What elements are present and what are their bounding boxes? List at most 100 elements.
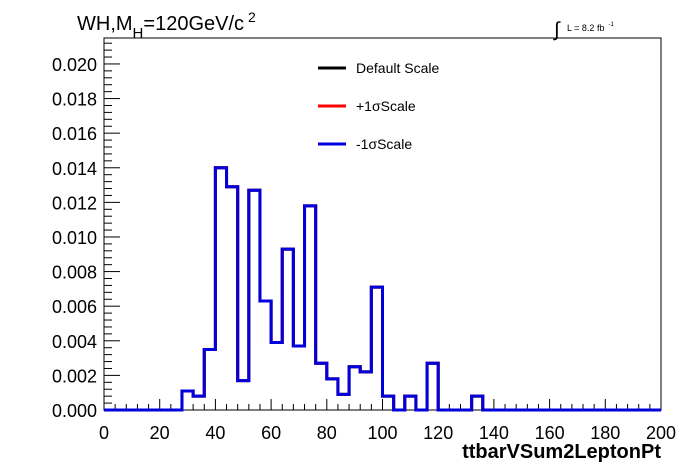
x-tick-label: 80 <box>317 423 337 443</box>
y-axis: 0.000 0.002 0.004 0.006 0.008 0.010 0.012 0.014… <box>52 42 120 421</box>
bin-mark <box>316 363 327 410</box>
bin-mark <box>427 363 438 410</box>
y-tick-label: 0.002 <box>52 366 97 386</box>
bin-mark <box>215 168 226 410</box>
y-tick-label: 0.008 <box>52 263 97 283</box>
bin-mark <box>405 396 416 410</box>
bin-mark <box>238 381 249 410</box>
bin-mark <box>349 367 360 410</box>
bin-mark <box>193 396 204 410</box>
bin-mark <box>293 346 304 410</box>
bin-mark <box>271 343 282 410</box>
bin-mark <box>383 396 394 410</box>
chart-title: WH,MH=120GeV/c 2 <box>77 9 256 42</box>
bin-mark <box>349 367 360 410</box>
lumi-integral: ∫ <box>553 19 561 41</box>
bin-mark <box>271 343 282 410</box>
series-2 <box>104 166 661 412</box>
y-tick-label: 0.006 <box>52 297 97 317</box>
bin-mark <box>338 394 349 410</box>
title-part-sup: 2 <box>248 9 256 25</box>
bin-mark <box>427 363 438 410</box>
x-tick-label: 100 <box>367 423 397 443</box>
legend-label: -1σScale <box>356 136 412 152</box>
bin-mark <box>182 391 193 410</box>
bin-mark <box>360 372 371 410</box>
bin-mark <box>227 187 238 410</box>
bin-mark <box>427 363 438 410</box>
legend: Default Scale +1σScale -1σScale <box>318 60 439 152</box>
bin-mark <box>405 396 416 410</box>
bin-mark <box>193 396 204 410</box>
y-tick-label: 0.020 <box>52 55 97 75</box>
bin-mark <box>204 349 215 410</box>
bin-mark <box>249 190 260 410</box>
x-tick-label: 180 <box>590 423 620 443</box>
legend-label: Default Scale <box>356 60 439 76</box>
y-tick-label: 0.016 <box>52 124 97 144</box>
bin-mark <box>371 287 382 410</box>
y-tick-label: 0.000 <box>52 401 97 421</box>
bin-mark <box>238 381 249 410</box>
bin-mark <box>338 394 349 410</box>
bin-mark <box>227 187 238 410</box>
bin-mark <box>293 346 304 410</box>
bin-mark <box>338 394 349 410</box>
y-tick-label: 0.012 <box>52 193 97 213</box>
bin-mark <box>282 249 293 410</box>
bin-mark <box>316 363 327 410</box>
bin-mark <box>271 343 282 410</box>
bin-mark <box>472 396 483 410</box>
bin-mark <box>472 396 483 410</box>
y-tick-label: 0.018 <box>52 90 97 110</box>
bin-mark <box>282 249 293 410</box>
legend-label: +1σScale <box>356 98 416 114</box>
bin-mark <box>405 396 416 410</box>
bin-mark <box>305 206 316 410</box>
bin-mark <box>249 190 260 410</box>
y-tick-label: 0.010 <box>52 228 97 248</box>
bin-mark <box>215 168 226 410</box>
x-axis-label: ttbarVSum2LeptonPt <box>462 441 661 463</box>
title-part-mid: =120GeV/c <box>143 13 244 35</box>
x-tick-label: 200 <box>646 423 676 443</box>
bin-mark <box>383 396 394 410</box>
bin-mark <box>293 346 304 410</box>
x-tick-label: 0 <box>99 423 109 443</box>
bin-mark <box>282 249 293 410</box>
x-axis: 0 20 40 60 80 100 120 140 160 180 200 <box>99 399 676 443</box>
bin-mark <box>215 168 226 410</box>
series-layer <box>104 166 661 412</box>
bin-mark <box>182 391 193 410</box>
bin-mark <box>327 379 338 410</box>
lumi-sup: -1 <box>608 22 614 28</box>
lumi-text: L = 8.2 fb <box>567 23 604 33</box>
bin-mark <box>204 349 215 410</box>
bin-mark <box>204 349 215 410</box>
title-part-pre: WH,M <box>77 13 133 35</box>
bin-mark <box>305 206 316 410</box>
bin-mark <box>327 379 338 410</box>
bin-mark <box>316 363 327 410</box>
x-tick-label: 40 <box>205 423 225 443</box>
x-tick-label: 140 <box>479 423 509 443</box>
bin-mark <box>371 287 382 410</box>
bin-mark <box>238 381 249 410</box>
bin-mark <box>305 206 316 410</box>
title-part-sub: H <box>133 25 144 42</box>
bin-mark <box>371 287 382 410</box>
bin-mark <box>249 190 260 410</box>
y-tick-label: 0.004 <box>52 332 97 352</box>
bin-mark <box>349 367 360 410</box>
bin-mark <box>193 396 204 410</box>
bin-mark <box>360 372 371 410</box>
bin-mark <box>327 379 338 410</box>
x-tick-label: 120 <box>423 423 453 443</box>
bin-mark <box>227 187 238 410</box>
series-line <box>104 166 661 412</box>
bin-mark <box>383 396 394 410</box>
bin-mark <box>260 301 271 410</box>
x-tick-label: 160 <box>535 423 565 443</box>
lumi-label: L = 8.2 fb -1 <box>567 22 614 33</box>
